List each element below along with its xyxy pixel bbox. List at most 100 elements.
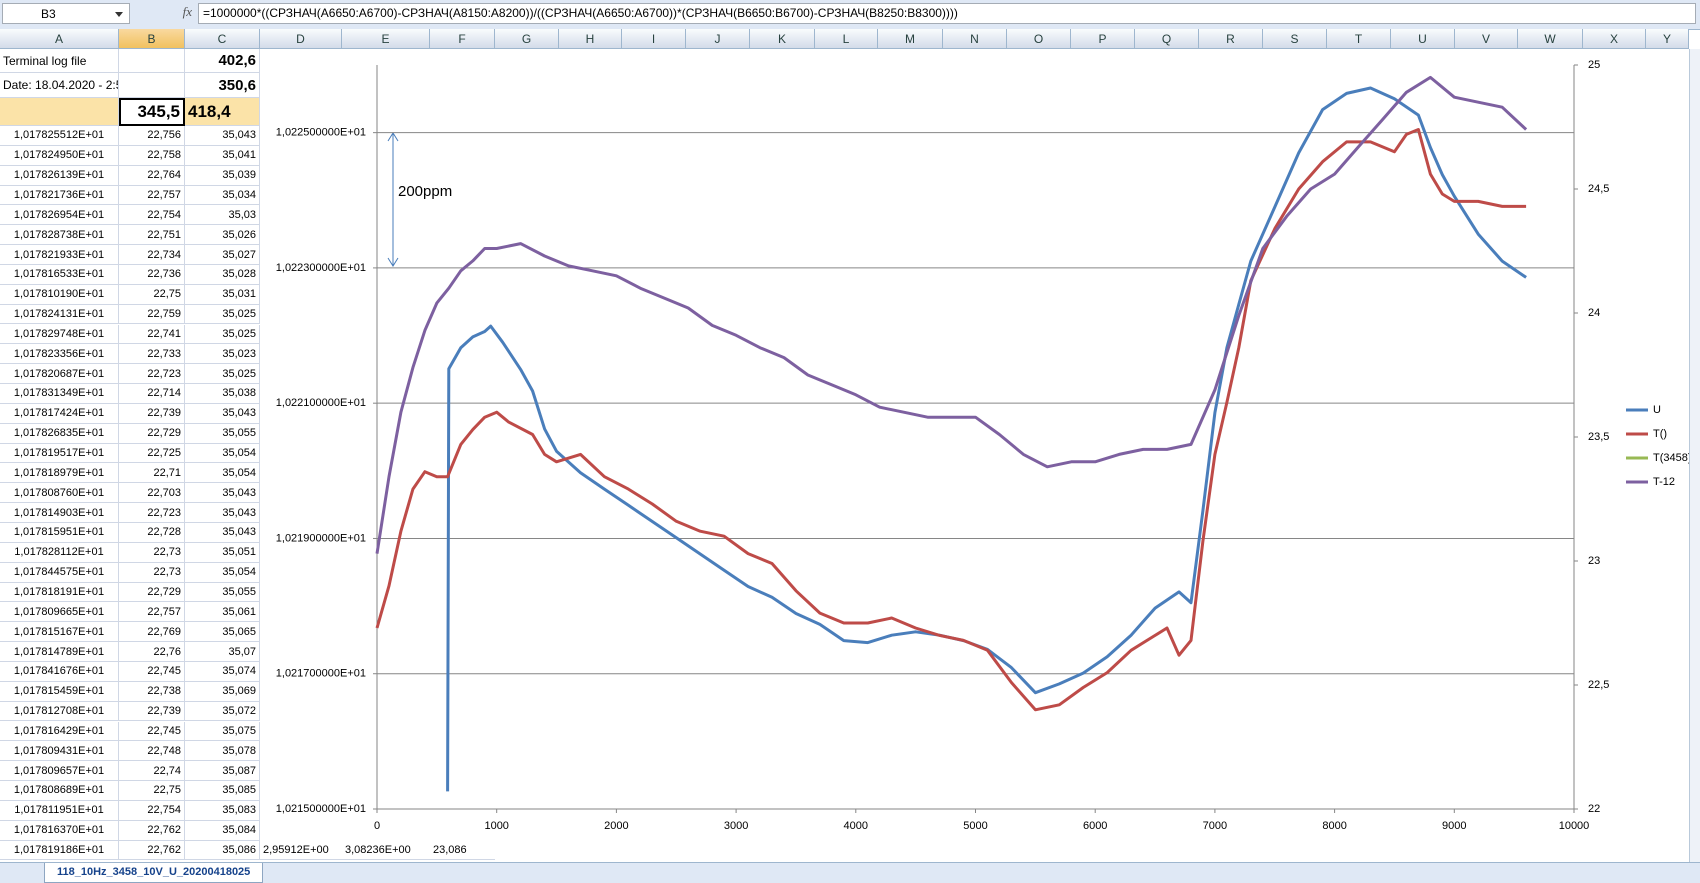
cell[interactable]: 1,017821736E+01 [0,185,119,206]
cell[interactable]: 35,031 [185,284,260,305]
cell[interactable]: 35,086 [185,840,260,861]
cell[interactable]: 1,017826954E+01 [0,205,119,226]
fx-button[interactable]: fx [182,4,192,19]
cell[interactable]: 22,723 [119,364,185,385]
cell[interactable]: Terminal log file [0,49,119,73]
cell[interactable]: 35,055 [185,582,260,603]
cell[interactable]: 402,6 [185,49,260,73]
cell[interactable]: 35,025 [185,364,260,385]
cell[interactable]: 22,725 [119,443,185,464]
cell[interactable]: 1,017815167E+01 [0,622,119,643]
cell[interactable]: 35,054 [185,562,260,583]
cell[interactable]: 350,6 [185,73,260,98]
cell[interactable]: 1,017823356E+01 [0,344,119,365]
cell[interactable]: 1,017814903E+01 [0,503,119,523]
cell[interactable]: 22,756 [119,126,185,146]
cell[interactable]: 1,017821933E+01 [0,245,119,265]
cell[interactable]: 23,086 [430,841,495,861]
cell[interactable]: 22,745 [119,721,185,742]
cell[interactable]: 22,754 [119,205,185,226]
column-header[interactable]: H [559,29,622,49]
column-header[interactable]: T [1327,29,1391,49]
cell[interactable] [119,49,185,73]
column-header[interactable]: B [119,29,185,49]
column-header[interactable]: C [185,29,260,49]
cell[interactable]: 35,051 [185,542,260,563]
cell[interactable]: 35,025 [185,304,260,325]
cell[interactable]: 22,754 [119,800,185,821]
cell[interactable]: 1,017815459E+01 [0,681,119,702]
cell[interactable]: 1,017818979E+01 [0,463,119,484]
column-header[interactable]: A [0,29,119,49]
cell[interactable]: 35,054 [185,463,260,484]
cell[interactable]: 35,043 [185,503,260,523]
cell[interactable]: 35,075 [185,721,260,742]
cell[interactable]: 2,95912E+00 [260,841,342,861]
cell[interactable]: 35,054 [185,443,260,464]
cell[interactable]: 35,025 [185,324,260,345]
cell[interactable]: 22,764 [119,165,185,186]
cell[interactable]: 22,739 [119,701,185,722]
column-header[interactable]: X [1583,29,1646,49]
name-box[interactable]: B3 [2,3,130,24]
cell[interactable]: 1,017826139E+01 [0,165,119,186]
column-header[interactable]: J [686,29,750,49]
cell[interactable]: 1,017808689E+01 [0,781,119,801]
cell[interactable]: 1,017814789E+01 [0,642,119,662]
cell[interactable]: 1,017816429E+01 [0,721,119,742]
cell[interactable]: 1,017829748E+01 [0,324,119,345]
cell[interactable]: 35,043 [185,126,260,146]
cell[interactable]: 22,73 [119,562,185,583]
cell[interactable]: 35,043 [185,523,260,543]
cell[interactable]: 1,017812708E+01 [0,701,119,722]
cell[interactable]: 22,741 [119,324,185,345]
column-header[interactable]: K [750,29,815,49]
cell[interactable]: 35,084 [185,820,260,841]
cell[interactable]: 22,762 [119,840,185,861]
sheet-tab[interactable]: 118_10Hz_3458_10V_U_20200418025 [44,863,264,883]
column-header[interactable]: R [1199,29,1263,49]
cell[interactable]: Date: 18.04.2020 - 2:59:36 [0,73,119,98]
cell[interactable]: 1,017810190E+01 [0,284,119,305]
cell[interactable]: 22,759 [119,304,185,325]
cell[interactable]: 22,75 [119,781,185,801]
cell[interactable]: 22,73 [119,542,185,563]
cell[interactable]: 35,03 [185,205,260,226]
cell[interactable]: 22,751 [119,225,185,246]
column-header[interactable]: V [1455,29,1518,49]
cell[interactable]: 35,055 [185,423,260,444]
column-header[interactable]: W [1518,29,1583,49]
cell[interactable]: 1,017828112E+01 [0,542,119,563]
cell[interactable]: 1,017831349E+01 [0,384,119,404]
cell[interactable]: 1,017816370E+01 [0,820,119,841]
cell[interactable]: 22,723 [119,503,185,523]
cell[interactable]: 22,728 [119,523,185,543]
column-header[interactable]: Y [1646,29,1689,49]
column-header[interactable]: E [342,29,430,49]
cell[interactable]: 22,738 [119,681,185,702]
column-header[interactable]: D [260,29,342,49]
column-header[interactable]: N [943,29,1007,49]
vertical-scrollbar[interactable] [1689,49,1700,862]
cell[interactable]: 22,76 [119,642,185,662]
column-header[interactable]: S [1263,29,1327,49]
cell[interactable]: 35,023 [185,344,260,365]
cell[interactable]: 345,5 [119,98,185,126]
cell[interactable]: 1,017819517E+01 [0,443,119,464]
cell[interactable]: 35,083 [185,800,260,821]
cell[interactable]: 35,072 [185,701,260,722]
cell[interactable]: 22,714 [119,384,185,404]
cell[interactable]: 1,017811951E+01 [0,800,119,821]
cell[interactable]: 1,017808760E+01 [0,483,119,504]
cell[interactable]: 22,758 [119,145,185,166]
cell[interactable]: 22,703 [119,483,185,504]
cell[interactable]: 22,745 [119,661,185,682]
cell[interactable]: 22,748 [119,741,185,762]
column-header[interactable]: O [1007,29,1071,49]
cell[interactable]: 35,061 [185,602,260,623]
cell[interactable]: 418,4 [185,98,260,126]
cell[interactable]: 35,07 [185,642,260,662]
cell[interactable]: 35,085 [185,781,260,801]
embedded-chart[interactable]: 200ppm 1,021500000E+01 1,021700000E+01 1,0… [260,49,1689,841]
column-header[interactable]: Q [1135,29,1199,49]
